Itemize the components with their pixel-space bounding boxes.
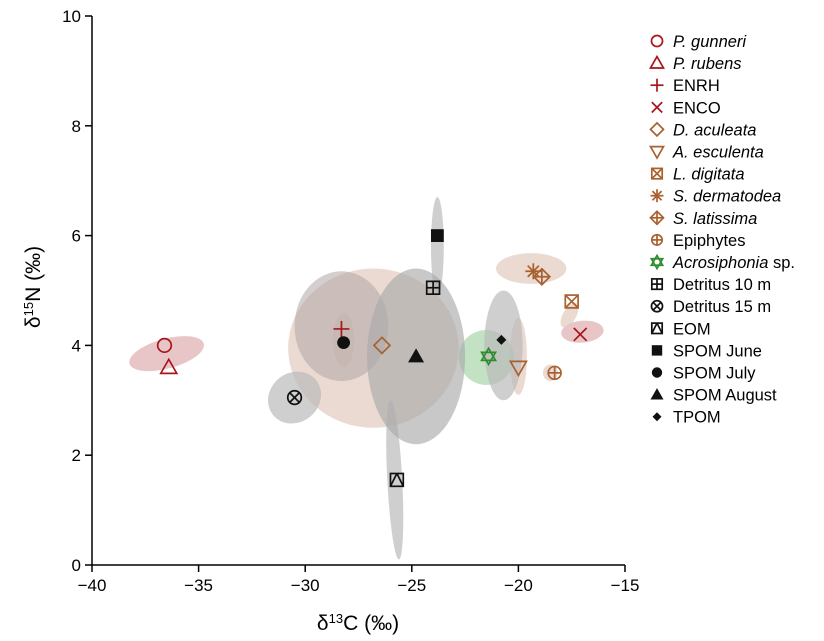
legend-item-spom-june: SPOM June <box>651 342 762 360</box>
confidence-ellipse <box>430 197 444 296</box>
axes: −40 −35 −30 −25 −20 −15 0 2 4 6 8 10 <box>62 7 639 595</box>
point-tpom <box>496 334 507 345</box>
legend-marker <box>650 167 664 180</box>
legend-marker <box>650 233 664 246</box>
legend-item-d-aculeata: D. aculeata <box>649 121 756 139</box>
legend-marker <box>650 189 664 203</box>
legend-label: A. esculenta <box>672 144 764 162</box>
point-p-rubens <box>159 357 179 375</box>
x-tick-label: −15 <box>611 576 640 595</box>
y-tick-label: 4 <box>72 336 81 355</box>
confidence-ellipse <box>560 302 579 328</box>
legend-marker <box>652 412 662 422</box>
legend-marker <box>651 367 663 378</box>
legend-item-detritus-10-m: Detritus 10 m <box>650 276 771 294</box>
legend-marker <box>650 34 664 48</box>
legend-label: TPOM <box>673 409 721 427</box>
legend-item-spom-july: SPOM July <box>651 365 756 383</box>
point-detritus-15-m <box>286 389 303 406</box>
legend-label: Detritus 10 m <box>673 276 771 294</box>
legend-label: P. rubens <box>673 55 742 73</box>
ellipse-layer <box>129 197 604 560</box>
y-tick-label: 10 <box>62 7 81 26</box>
point-p-gunneri <box>156 337 173 354</box>
legend-label: ENRH <box>673 77 720 95</box>
legend-item-p-rubens: P. rubens <box>649 54 742 73</box>
legend-item-acrosiphonia: Acrosiphonia sp. <box>649 253 795 272</box>
legend-item-a-esculenta: A. esculenta <box>649 144 764 162</box>
legend-marker <box>650 278 664 291</box>
legend-marker <box>649 54 665 69</box>
y-tick-label: 6 <box>72 227 81 246</box>
legend-marker <box>649 145 665 160</box>
legend-item-epiphytes: Epiphytes <box>650 232 745 250</box>
x-tick-label: −25 <box>397 576 426 595</box>
legend-marker <box>650 388 664 400</box>
legend-label: L. digitata <box>673 166 745 184</box>
legend-item-enrh: ENRH <box>650 77 720 95</box>
x-tick-label: −20 <box>504 576 533 595</box>
legend-label: SPOM August <box>673 387 777 405</box>
point-a-esculenta <box>508 360 528 378</box>
point-spom-july <box>337 336 350 350</box>
x-axis-label: δ13C (‰) <box>317 611 399 636</box>
data-points <box>156 229 588 488</box>
legend-marker <box>650 299 664 313</box>
legend-label: SPOM July <box>673 365 756 383</box>
y-tick-label: 2 <box>72 446 81 465</box>
legend-item-l-digitata: L. digitata <box>650 166 745 184</box>
legend-label: EOM <box>673 320 711 338</box>
y-axis-label: δ15N (‰) <box>21 246 46 328</box>
legend-label: Epiphytes <box>673 232 745 250</box>
point-eom <box>389 472 405 488</box>
point-s-latissima <box>532 267 552 286</box>
legend-item-enco: ENCO <box>651 99 721 117</box>
legend-marker <box>649 253 665 271</box>
legend-label: P. gunneri <box>673 33 747 51</box>
point-enco <box>573 327 588 342</box>
point-epiphytes <box>547 365 562 381</box>
legend-label: Acrosiphonia sp. <box>672 254 795 272</box>
legend-marker <box>650 78 664 92</box>
point-spom-august <box>408 348 425 363</box>
x-tick-label: −30 <box>291 576 320 595</box>
legend-marker <box>649 210 665 226</box>
legend-label: Detritus 15 m <box>673 298 771 316</box>
legend: P. gunneri P. rubens ENRH ENCO D. aculeata A.… <box>649 33 795 427</box>
legend-label: SPOM June <box>673 342 762 360</box>
legend-item-s-dermatodea: S. dermatodea <box>650 188 781 206</box>
point-acrosiphonia <box>480 346 497 367</box>
legend-item-s-latissima: S. latissima <box>649 210 757 228</box>
x-tick-label: −35 <box>184 576 213 595</box>
legend-label: S. dermatodea <box>673 188 781 206</box>
legend-label: D. aculeata <box>673 121 756 139</box>
point-spom-june <box>430 229 444 242</box>
point-enrh <box>333 320 350 337</box>
legend-item-tpom: TPOM <box>652 409 721 427</box>
legend-label: S. latissima <box>673 210 757 228</box>
legend-marker <box>649 121 665 138</box>
legend-label: ENCO <box>673 99 721 117</box>
legend-marker <box>651 345 663 356</box>
y-tick-label: 8 <box>72 117 81 136</box>
point-l-digitata <box>564 294 579 309</box>
legend-marker <box>651 101 663 114</box>
legend-item-spom-august: SPOM August <box>650 387 777 405</box>
legend-item-detritus-15-m: Detritus 15 m <box>650 298 771 316</box>
y-tick-label: 0 <box>72 556 81 575</box>
point-d-aculeata <box>372 336 392 355</box>
confidence-ellipse <box>484 290 523 401</box>
confidence-ellipse <box>129 336 204 372</box>
point-detritus-10-m <box>425 280 441 296</box>
legend-item-eom: EOM <box>650 320 711 338</box>
legend-item-p-gunneri: P. gunneri <box>650 33 747 51</box>
confidence-ellipse <box>386 400 404 560</box>
legend-marker <box>650 322 664 335</box>
x-tick-label: −40 <box>78 576 107 595</box>
